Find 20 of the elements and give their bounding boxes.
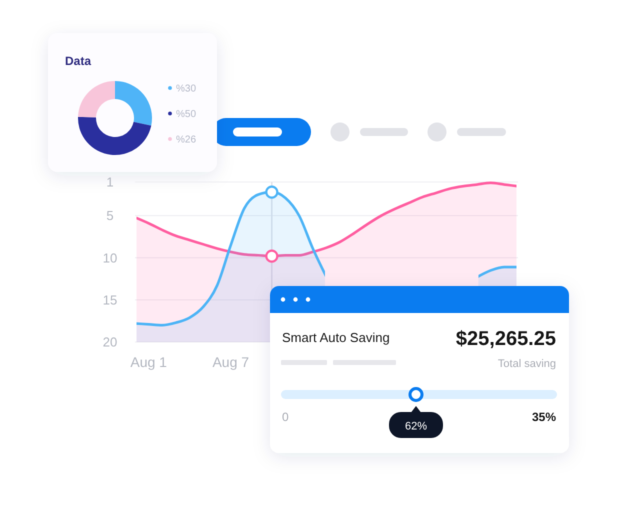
donut-slice bbox=[78, 116, 152, 155]
x-tick-label: Aug 7 bbox=[212, 354, 250, 370]
y-tick-label: 20 bbox=[102, 334, 118, 350]
y-tick-label: 15 bbox=[102, 292, 118, 308]
x-tick-label: Aug 1 bbox=[130, 354, 168, 370]
y-tick-label: 5 bbox=[106, 208, 114, 224]
text: Total saving bbox=[498, 358, 556, 370]
annotation: $25,265.25 bbox=[456, 328, 556, 350]
legend-label: %26 bbox=[176, 134, 196, 146]
donut-slice bbox=[115, 81, 152, 126]
y-tick-label: 1 bbox=[106, 174, 114, 190]
legend-label: %50 bbox=[176, 109, 196, 120]
chart-title: Data bbox=[65, 54, 92, 68]
legend-label: %30 bbox=[176, 84, 196, 94]
donut-slice bbox=[78, 81, 115, 118]
text: 35% bbox=[532, 410, 556, 424]
text: 62% bbox=[404, 420, 428, 432]
text: 0 bbox=[282, 410, 289, 424]
text: Smart Auto Saving bbox=[282, 330, 390, 345]
y-tick-label: 10 bbox=[102, 250, 118, 266]
